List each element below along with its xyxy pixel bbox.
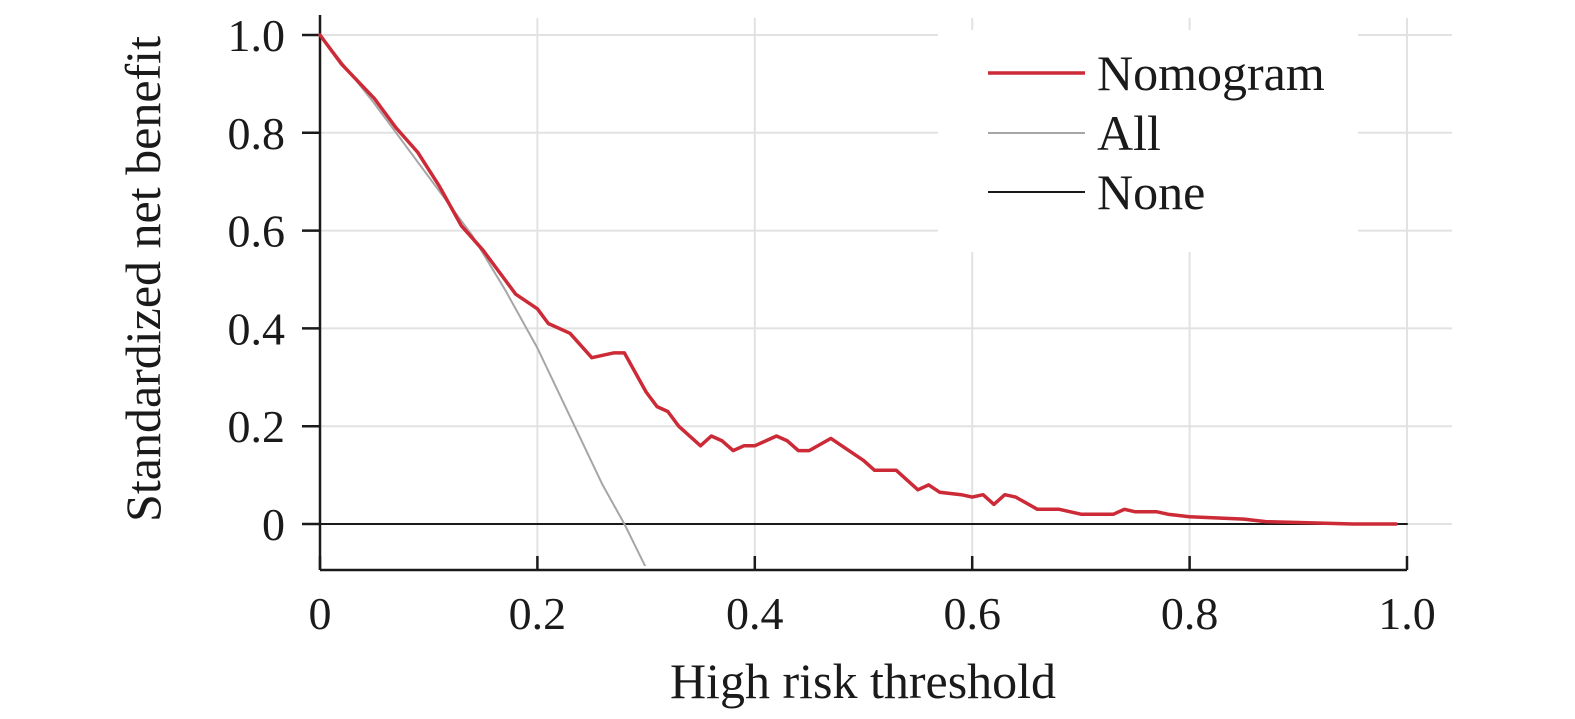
y-tick-label-1: 0.2 xyxy=(228,401,286,452)
y-tick-label-3: 0.6 xyxy=(228,206,286,257)
legend-label-none: None xyxy=(1097,164,1205,220)
y-tick-label-2: 0.4 xyxy=(228,303,286,354)
y-tick-label-4: 0.8 xyxy=(228,108,286,159)
legend-label-nomogram: Nomogram xyxy=(1097,45,1325,101)
axes xyxy=(302,15,1409,572)
tick-labels: 0 0.2 0.4 0.6 0.8 1.0 0 0.2 0.4 0.6 0.8 1.0 xyxy=(228,10,1436,639)
x-tick-label-1: 0.2 xyxy=(509,588,567,639)
series-lines xyxy=(318,33,1408,566)
x-tick-label-4: 0.8 xyxy=(1161,588,1219,639)
series-line-nomogram xyxy=(318,33,1398,526)
grid xyxy=(320,18,1452,568)
legend-label-all: All xyxy=(1097,105,1161,161)
y-axis-title: Standardized net benefit xyxy=(115,36,171,522)
x-tick-label-3: 0.6 xyxy=(943,588,1001,639)
legend-background xyxy=(938,30,1358,252)
series-line-all xyxy=(320,34,647,566)
x-tick-label-5: 1.0 xyxy=(1378,588,1436,639)
x-tick-label-2: 0.4 xyxy=(726,588,784,639)
y-tick-label-5: 1.0 xyxy=(228,10,286,61)
x-axis-title: High risk threshold xyxy=(670,653,1056,709)
y-tick-label-0: 0 xyxy=(262,499,285,550)
x-tick-label-0: 0 xyxy=(309,588,332,639)
